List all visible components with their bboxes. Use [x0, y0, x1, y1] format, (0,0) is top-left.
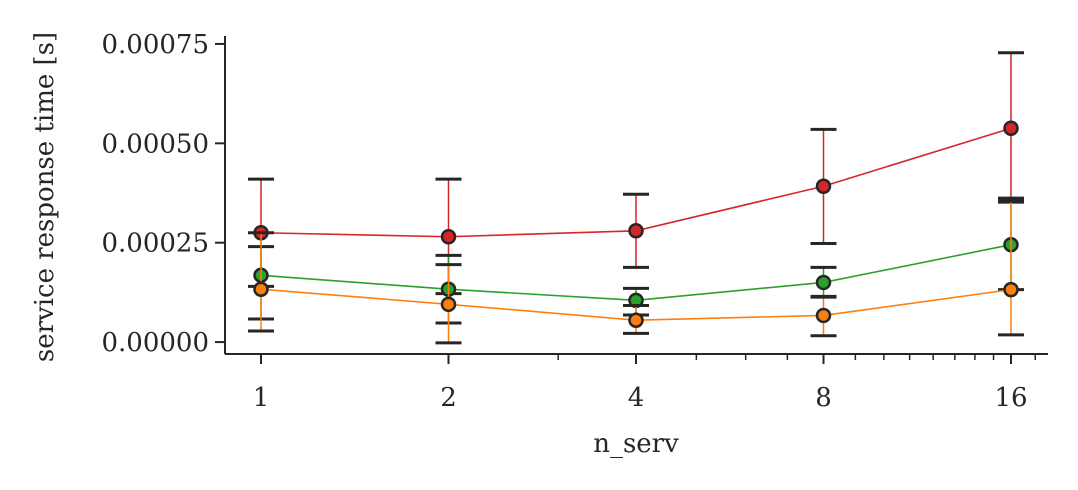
data-point — [815, 307, 832, 324]
data-point — [628, 223, 644, 239]
plot-area — [248, 51, 1024, 345]
series-0 — [248, 51, 1024, 296]
x-tick-label: 8 — [815, 383, 832, 413]
series-2 — [248, 199, 1024, 345]
y-tick-label: 0.00050 — [101, 129, 209, 159]
data-point — [815, 178, 832, 195]
data-point — [1003, 281, 1019, 298]
data-point — [253, 281, 269, 297]
x-tick-label: 4 — [628, 383, 645, 413]
x-axis-label: n_serv — [593, 429, 679, 459]
x-tick-label: 2 — [440, 383, 457, 413]
data-point — [440, 228, 457, 245]
data-point — [440, 296, 457, 313]
y-axis-label: service response time [s] — [30, 32, 60, 362]
y-tick-label: 0.00000 — [101, 328, 209, 358]
y-tick-label: 0.00075 — [101, 30, 209, 60]
y-tick-label: 0.00025 — [101, 229, 209, 259]
x-tick-label: 1 — [253, 383, 270, 413]
data-point — [815, 274, 832, 291]
x-tick-label: 16 — [994, 383, 1027, 413]
data-point — [1003, 120, 1019, 136]
ticks: 0.00000 0.00025 0.00050 0.00075 1 2 4 8 16 — [101, 30, 1036, 413]
data-point — [628, 312, 644, 328]
